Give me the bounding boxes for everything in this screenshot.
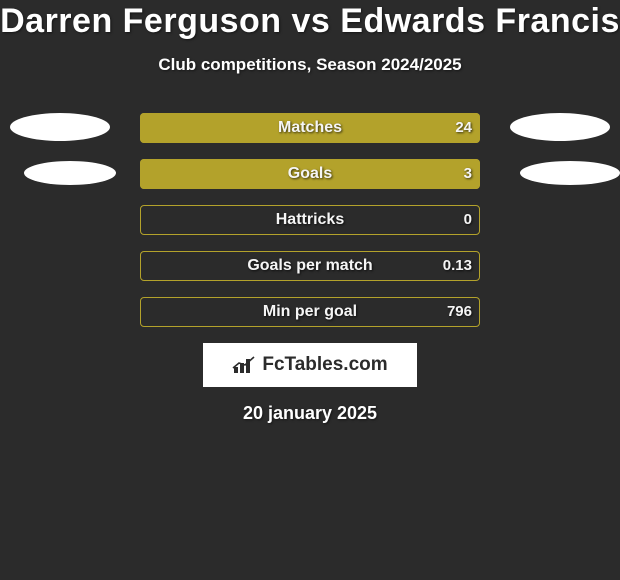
bar-fill (140, 113, 480, 143)
date-line: 20 january 2025 (0, 403, 620, 424)
bar-track (140, 297, 480, 327)
stat-row: Matches24 (0, 113, 620, 143)
bar-track (140, 205, 480, 235)
brand-box: FcTables.com (203, 343, 417, 387)
stat-row: Goals3 (0, 159, 620, 189)
subtitle: Club competitions, Season 2024/2025 (0, 55, 620, 75)
bar-fill (140, 159, 480, 189)
page-title: Darren Ferguson vs Edwards Francis (0, 2, 620, 41)
stat-row: Hattricks0 (0, 205, 620, 235)
chart-icon (232, 355, 258, 375)
brand-label: FcTables.com (262, 354, 387, 376)
stat-row: Min per goal796 (0, 297, 620, 327)
stat-row: Goals per match0.13 (0, 251, 620, 281)
stats-block: Matches24 Goals3 Hattricks0 Goals per match… (0, 113, 620, 327)
bar-track (140, 251, 480, 281)
comparison-infographic: Darren Ferguson vs Edwards Francis Club … (0, 0, 620, 424)
